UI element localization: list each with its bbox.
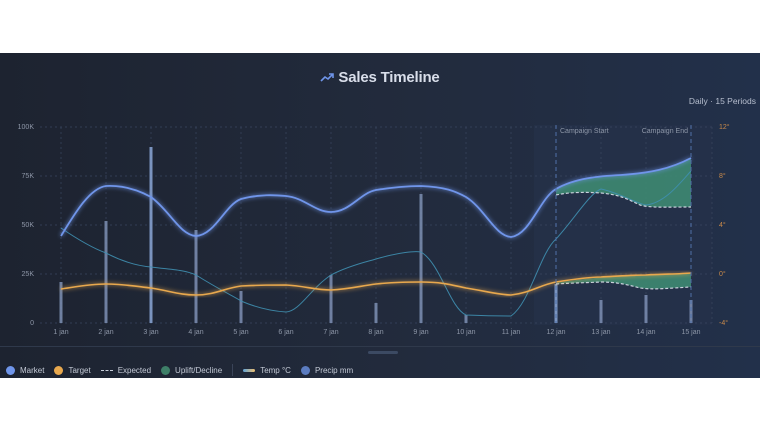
resize-handle[interactable] xyxy=(368,351,398,354)
svg-text:1 jan: 1 jan xyxy=(53,329,68,336)
campaign-start-label: Campaign Start xyxy=(560,128,609,135)
svg-text:11 jan: 11 jan xyxy=(502,329,521,336)
svg-text:8°: 8° xyxy=(719,172,726,180)
chart-title: Sales Timeline xyxy=(0,69,760,87)
svg-text:4°: 4° xyxy=(719,221,726,229)
legend-item-precip[interactable]: Precip mm xyxy=(300,365,353,375)
svg-text:75K: 75K xyxy=(22,173,35,180)
chart-title-text: Sales Timeline xyxy=(338,69,440,86)
legend-item-uplift[interactable]: Uplift/Decline xyxy=(161,365,222,375)
svg-text:9 jan: 9 jan xyxy=(413,329,428,336)
uplift-fill-target xyxy=(556,273,691,289)
temp-line-icon xyxy=(243,368,256,372)
precip-dot-icon xyxy=(300,365,310,375)
svg-text:5 jan: 5 jan xyxy=(233,329,248,336)
expected-line-target[interactable] xyxy=(555,281,692,290)
svg-text:-4°: -4° xyxy=(719,319,728,327)
target-line[interactable] xyxy=(60,272,692,296)
svg-text:12°: 12° xyxy=(719,123,730,131)
legend-separator xyxy=(232,364,234,376)
svg-text:25K: 25K xyxy=(22,271,35,278)
target-dot-icon xyxy=(54,365,64,375)
plot-area[interactable]: 100K 75K 50K 25K 0 12° 8° 4° 0° -4° 1 ja… xyxy=(0,53,760,378)
svg-text:8 jan: 8 jan xyxy=(368,329,383,336)
svg-text:2 jan: 2 jan xyxy=(98,329,113,336)
svg-text:14 jan: 14 jan xyxy=(636,329,655,336)
market-dot-icon xyxy=(6,365,15,375)
trending-up-icon xyxy=(320,70,335,87)
dashed-line-icon xyxy=(100,369,113,371)
svg-text:0°: 0° xyxy=(719,270,726,278)
campaign-band xyxy=(534,125,712,325)
expected-line-market[interactable] xyxy=(555,191,692,208)
chart-panel: Sales Timeline Daily · 15 Periods 100K 7… xyxy=(0,53,760,378)
svg-text:3 jan: 3 jan xyxy=(143,329,158,336)
svg-text:50K: 50K xyxy=(22,222,35,229)
svg-text:100K: 100K xyxy=(18,124,35,131)
svg-text:7 jan: 7 jan xyxy=(323,329,338,336)
uplift-dot-icon xyxy=(161,365,171,375)
x-axis: 1 jan 2 jan 3 jan 4 jan 5 jan 6 jan 7 ja… xyxy=(53,329,700,336)
svg-text:4 jan: 4 jan xyxy=(188,329,203,336)
y-axis-right: 12° 8° 4° 0° -4° xyxy=(719,123,730,327)
svg-text:13 jan: 13 jan xyxy=(591,329,610,336)
legend-item-target[interactable]: Target xyxy=(54,365,91,375)
period-label: Daily · 15 Periods xyxy=(688,96,756,106)
legend-item-market[interactable]: Market xyxy=(6,365,44,375)
campaign-end-label: Campaign End xyxy=(642,128,688,135)
precip-bars[interactable] xyxy=(59,147,693,323)
legend-divider xyxy=(0,346,760,347)
y-axis-left: 100K 75K 50K 25K 0 xyxy=(18,124,35,327)
legend-item-expected[interactable]: Expected xyxy=(100,366,151,375)
temp-line[interactable] xyxy=(60,170,692,317)
legend: Market Target Expected Uplift/Decline Te… xyxy=(6,364,353,376)
legend-item-temp[interactable]: Temp °C xyxy=(243,366,291,375)
svg-text:15 jan: 15 jan xyxy=(681,329,700,336)
svg-text:0: 0 xyxy=(30,320,34,327)
svg-text:12 jan: 12 jan xyxy=(546,329,565,336)
svg-text:6 jan: 6 jan xyxy=(278,329,293,336)
svg-text:10 jan: 10 jan xyxy=(456,329,475,336)
